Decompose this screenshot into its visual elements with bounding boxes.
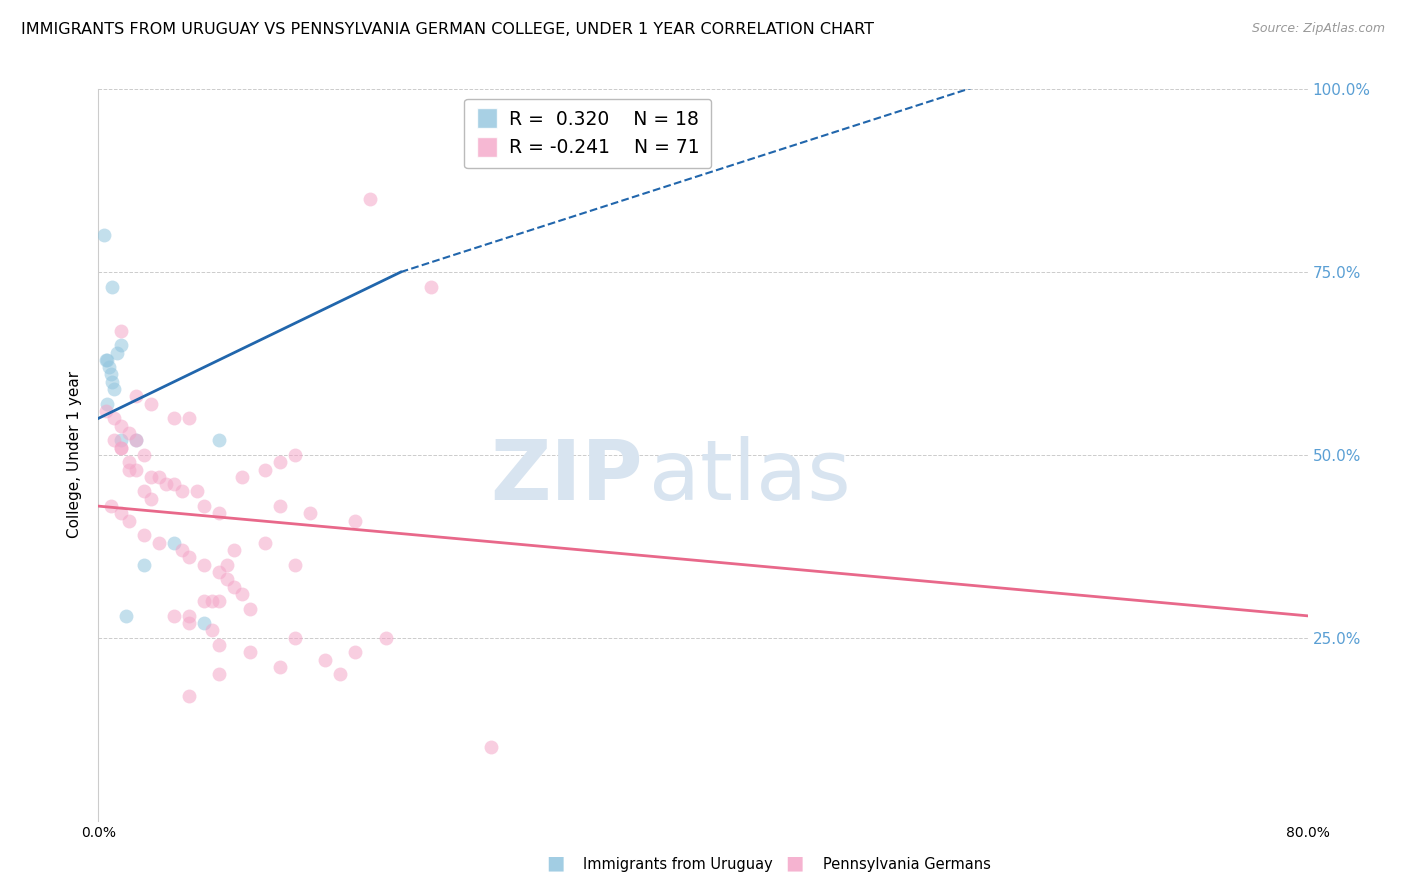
Point [253,462,276,476]
Point [284,631,307,645]
Point [96,352,118,367]
Point [110,418,132,433]
Point [329,667,352,681]
Point [93,228,115,243]
Point [284,448,307,462]
Point [179,411,201,425]
Point [170,543,193,558]
Point [96,397,118,411]
Point [114,608,136,623]
Point [269,455,291,469]
Point [125,434,148,448]
Point [94,404,117,418]
Point [141,470,163,484]
Point [100,499,122,513]
Point [110,441,132,455]
Point [141,491,163,506]
Text: Source: ZipAtlas.com: Source: ZipAtlas.com [1251,22,1385,36]
Point [208,638,231,652]
Point [239,601,262,615]
Point [101,279,124,293]
Point [110,338,132,352]
Point [110,434,132,448]
Point [170,484,193,499]
Point [314,653,336,667]
Point [98,360,121,375]
Legend: R =  0.320    N = 18, R = -0.241    N = 71: R = 0.320 N = 18, R = -0.241 N = 71 [464,99,711,169]
Point [132,528,155,542]
Point [215,572,238,586]
Point [125,434,148,448]
Text: Immigrants from Uruguay: Immigrants from Uruguay [583,857,773,872]
Point [374,631,396,645]
Point [110,507,132,521]
Point [118,455,141,469]
Point [103,434,125,448]
Point [208,594,231,608]
Point [163,535,186,549]
Point [215,558,238,572]
Point [193,558,215,572]
Point [118,514,141,528]
Point [148,470,170,484]
Point [299,507,322,521]
Point [208,667,231,681]
Point [163,477,186,491]
Point [132,448,155,462]
Point [193,499,215,513]
Point [481,740,503,755]
Point [101,375,124,389]
Point [141,397,163,411]
Point [344,645,367,659]
Point [201,594,224,608]
Point [208,507,231,521]
Point [208,565,231,579]
Text: atlas: atlas [648,436,851,517]
Point [163,411,186,425]
Point [253,535,276,549]
Text: ZIP: ZIP [491,436,643,517]
Point [118,425,141,440]
Point [360,192,382,206]
Point [125,389,148,403]
Point [239,645,262,659]
Point [179,690,201,704]
Text: ■: ■ [546,854,565,872]
Y-axis label: College, Under 1 year: College, Under 1 year [67,371,83,539]
Point [269,499,291,513]
Point [224,580,246,594]
Point [224,543,246,558]
Point [163,608,186,623]
Point [186,484,208,499]
Point [179,550,201,565]
Point [125,462,148,476]
Point [179,616,201,631]
Point [193,616,215,631]
Point [110,324,132,338]
Point [179,608,201,623]
Point [132,558,155,572]
Point [132,484,155,499]
Point [118,462,141,476]
Point [231,470,253,484]
Point [201,624,224,638]
Point [155,477,177,491]
Point [103,411,125,425]
Point [105,345,128,359]
Point [284,558,307,572]
Point [148,535,170,549]
Text: Pennsylvania Germans: Pennsylvania Germans [823,857,990,872]
Point [420,279,443,293]
Point [94,352,117,367]
Point [110,441,132,455]
Point [269,660,291,674]
Text: IMMIGRANTS FROM URUGUAY VS PENNSYLVANIA GERMAN COLLEGE, UNDER 1 YEAR CORRELATION: IMMIGRANTS FROM URUGUAY VS PENNSYLVANIA … [21,22,875,37]
Text: ■: ■ [785,854,804,872]
Point [344,514,367,528]
Point [100,368,122,382]
Point [231,587,253,601]
Point [208,434,231,448]
Point [193,594,215,608]
Point [103,382,125,396]
